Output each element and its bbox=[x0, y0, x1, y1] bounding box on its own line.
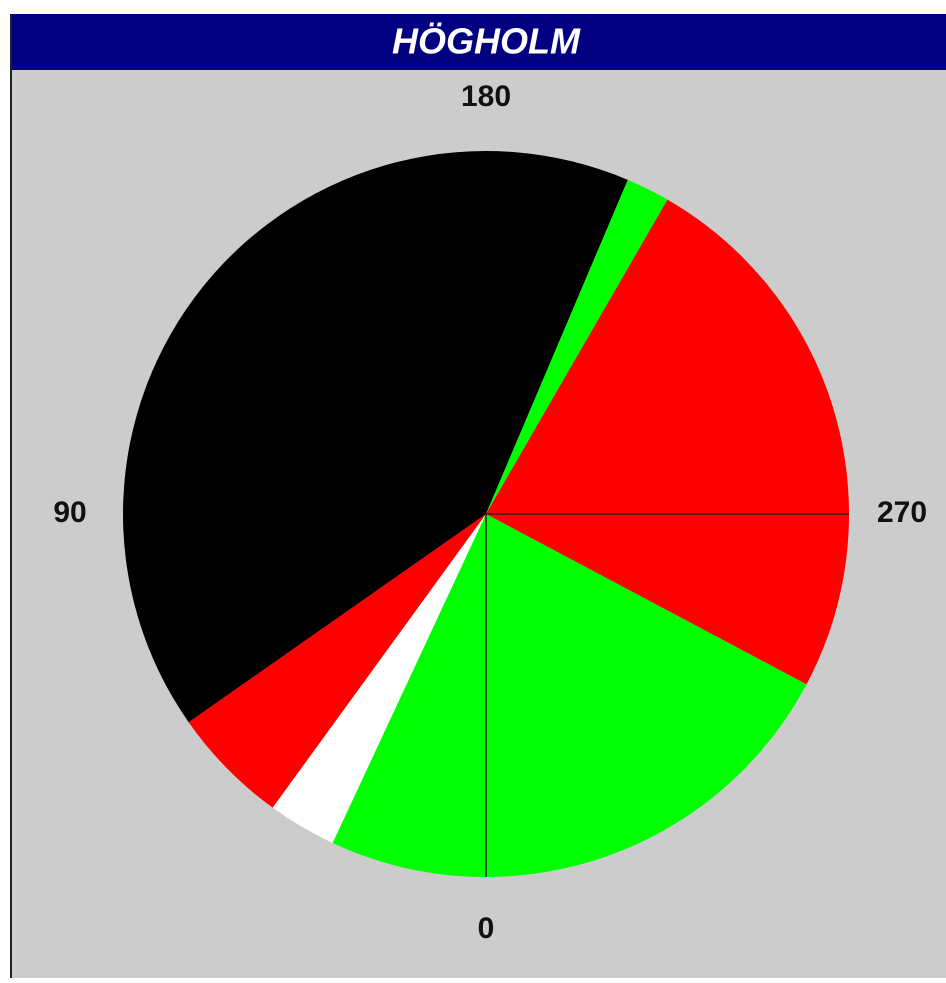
pie-slice bbox=[332, 514, 486, 877]
angle-label: 180 bbox=[461, 80, 511, 113]
pie-slice bbox=[486, 179, 668, 514]
pie-slice bbox=[486, 199, 850, 514]
pie-slice bbox=[486, 514, 807, 877]
pie-slice bbox=[188, 514, 486, 808]
angle-label: 270 bbox=[877, 496, 927, 529]
title-bar bbox=[12, 14, 946, 70]
pie-slice bbox=[122, 151, 628, 723]
angle-label: 90 bbox=[53, 496, 86, 529]
title: HÖGHOLM bbox=[392, 21, 581, 62]
pie-slice bbox=[272, 514, 486, 843]
angle-label: 0 bbox=[478, 912, 495, 945]
pie-slice bbox=[486, 514, 849, 685]
